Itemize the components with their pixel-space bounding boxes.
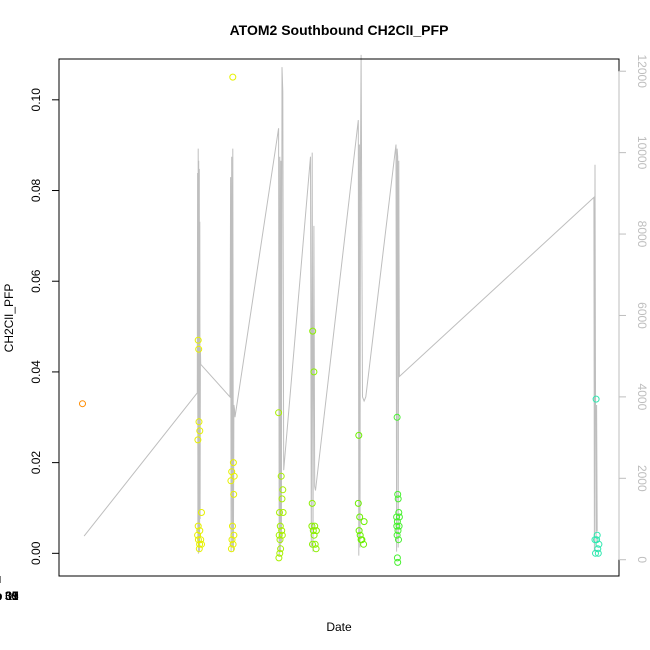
data-point bbox=[229, 522, 236, 530]
x-tick-label: Feb 03 bbox=[0, 589, 19, 603]
y-tick-label: 0.00 bbox=[29, 541, 43, 565]
data-point bbox=[228, 536, 236, 544]
data-point bbox=[194, 522, 202, 530]
data-point bbox=[279, 486, 287, 494]
data-point bbox=[277, 472, 285, 480]
data-point bbox=[195, 418, 203, 426]
data-point bbox=[360, 518, 368, 526]
y2-tick-label: 12000 bbox=[635, 55, 649, 89]
data-point bbox=[229, 540, 237, 548]
data-point bbox=[310, 368, 318, 376]
data-point bbox=[195, 345, 203, 353]
data-point bbox=[308, 499, 316, 507]
x-axis-title: Date bbox=[326, 620, 352, 634]
data-point bbox=[198, 509, 205, 516]
chart-title: ATOM2 Southbound CH2ClI_PFP bbox=[230, 22, 449, 38]
data-point bbox=[196, 427, 204, 435]
data-point bbox=[229, 73, 237, 81]
data-point bbox=[393, 413, 401, 421]
data-point bbox=[230, 472, 238, 480]
y-tick-label: 0.06 bbox=[29, 269, 43, 293]
data-point bbox=[393, 554, 401, 562]
data-point bbox=[312, 545, 320, 553]
plot-frame bbox=[58, 58, 620, 577]
data-point bbox=[276, 522, 284, 530]
data-point bbox=[194, 336, 202, 344]
y-tick-label: 0.02 bbox=[29, 451, 43, 475]
data-point bbox=[594, 549, 602, 557]
data-point bbox=[194, 436, 202, 444]
x-tick-label: Jan 30 bbox=[0, 589, 18, 603]
x-tick-label: Feb 05 bbox=[0, 589, 19, 603]
y2-tick-label: 4000 bbox=[635, 384, 649, 411]
data-point bbox=[360, 540, 368, 548]
data-point bbox=[275, 409, 283, 417]
data-point bbox=[395, 513, 403, 521]
y2-tick-label: 8000 bbox=[635, 221, 649, 248]
y2-tick-label: 10000 bbox=[635, 136, 649, 170]
data-point bbox=[230, 531, 238, 539]
x-tick-label: Feb 09 bbox=[0, 589, 19, 603]
data-point bbox=[198, 540, 205, 548]
data-point bbox=[308, 522, 316, 530]
y-axis-right: 0 2000 4000 6000 8000 10000 12000 bbox=[618, 55, 649, 563]
y-axis-title: CH2ClI_PFP bbox=[2, 284, 16, 353]
y2-tick-label: 0 bbox=[635, 556, 649, 563]
data-point bbox=[311, 540, 319, 548]
altitude-line-layer bbox=[83, 54, 598, 556]
data-point bbox=[394, 527, 402, 535]
data-point bbox=[227, 477, 235, 485]
x-axis: Jan 30Feb 01Feb 03Feb 05Feb 07Feb 09Feb … bbox=[0, 576, 19, 603]
data-point bbox=[276, 549, 284, 557]
data-point bbox=[592, 549, 599, 557]
data-point bbox=[311, 522, 319, 530]
data-point bbox=[395, 522, 403, 530]
data-point bbox=[358, 536, 366, 544]
data-point bbox=[592, 395, 600, 403]
data-point bbox=[275, 554, 283, 562]
y-tick-label: 0.10 bbox=[29, 88, 43, 112]
data-point bbox=[393, 518, 401, 526]
data-point bbox=[197, 536, 205, 544]
data-point bbox=[278, 495, 286, 503]
data-point bbox=[229, 459, 237, 467]
data-point bbox=[276, 509, 283, 516]
y-axis-left: 0.00 0.02 0.04 0.06 0.08 0.10 bbox=[29, 88, 60, 565]
data-point bbox=[227, 545, 235, 553]
data-point bbox=[309, 327, 317, 335]
data-point bbox=[310, 531, 318, 539]
data-point bbox=[277, 545, 285, 553]
y2-tick-label: 2000 bbox=[635, 465, 649, 492]
data-point bbox=[393, 531, 401, 539]
data-point bbox=[356, 513, 364, 521]
data-point bbox=[395, 536, 402, 544]
data-point bbox=[354, 499, 362, 507]
data-point bbox=[394, 558, 402, 566]
data-point bbox=[79, 400, 86, 408]
data-point bbox=[230, 490, 238, 498]
data-point bbox=[355, 431, 363, 439]
points-layer bbox=[79, 73, 603, 566]
x-tick-label: Feb 07 bbox=[0, 589, 19, 603]
y2-tick-label: 6000 bbox=[635, 302, 649, 329]
data-point bbox=[394, 495, 402, 503]
data-point bbox=[309, 540, 316, 548]
data-point bbox=[309, 527, 317, 535]
data-point bbox=[279, 509, 287, 516]
data-point bbox=[394, 490, 402, 498]
data-point bbox=[355, 527, 363, 535]
y-tick-label: 0.04 bbox=[29, 360, 43, 384]
data-point bbox=[275, 531, 283, 539]
data-point bbox=[393, 522, 401, 530]
altitude-series-line bbox=[83, 54, 598, 556]
data-point bbox=[196, 540, 204, 548]
data-point bbox=[276, 536, 284, 544]
data-point bbox=[595, 540, 603, 548]
x-tick-label: Feb 11 bbox=[0, 589, 19, 603]
y-tick-label: 0.08 bbox=[29, 178, 43, 202]
x-tick-label: Feb 01 bbox=[0, 589, 19, 603]
data-point bbox=[395, 509, 403, 516]
data-point bbox=[356, 531, 364, 539]
